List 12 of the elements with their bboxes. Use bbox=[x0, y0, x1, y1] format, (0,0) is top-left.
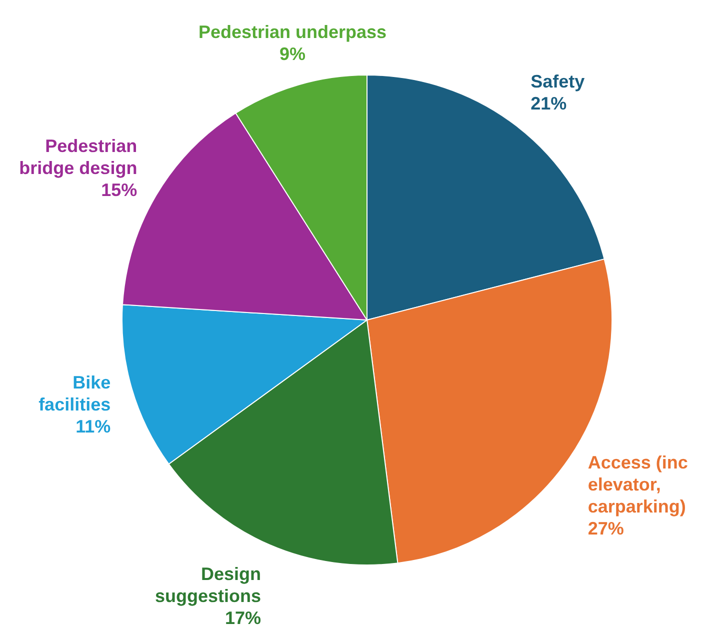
slice-label: Design suggestions bbox=[154, 564, 261, 606]
slice-label: Pedestrian bridge design bbox=[19, 136, 138, 178]
slice-label: Pedestrian underpass bbox=[198, 22, 387, 42]
data-label: 11% bbox=[76, 416, 111, 436]
data-label: 9% bbox=[280, 44, 306, 64]
data-label: 21% bbox=[530, 93, 567, 114]
data-label: 15% bbox=[101, 180, 138, 200]
slice-label: Access (inc elevator, carparking) bbox=[588, 452, 688, 516]
slice-label: Safety bbox=[530, 71, 585, 92]
data-label: 17% bbox=[224, 608, 261, 627]
slice-label: Bike facilities bbox=[38, 372, 111, 414]
data-label: 27% bbox=[588, 518, 624, 538]
